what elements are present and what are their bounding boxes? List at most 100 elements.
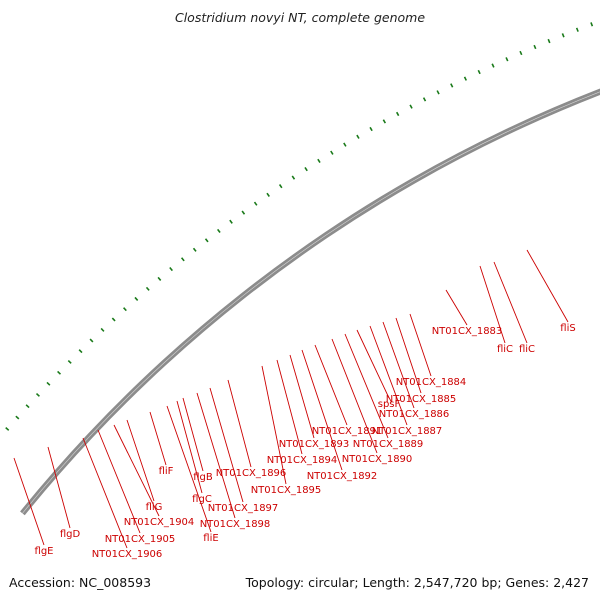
gene-label: NT01CX_1893 [279, 439, 350, 450]
label-leader [344, 333, 389, 439]
label-leader [82, 437, 128, 549]
label-leader [113, 424, 160, 517]
minor-tick [57, 370, 62, 375]
minor-tick [343, 142, 347, 147]
minor-tick [123, 307, 127, 312]
label-leader [314, 344, 348, 426]
minor-tick [519, 50, 523, 56]
backbone-ring [20, 88, 600, 516]
minor-tick [253, 201, 258, 206]
minor-tick [422, 97, 427, 102]
scale-ruler: 1085 kbp1090 kbp1095 kbp1100 kbp1105 kbp… [5, 22, 594, 431]
label-leader [395, 317, 422, 394]
gene-label: fliC [497, 344, 513, 355]
gene-label: spsF [378, 399, 401, 410]
gene-label: NT01CX_1894 [267, 455, 338, 466]
minor-tick [169, 267, 173, 272]
label-leader [493, 261, 528, 344]
label-leader [196, 392, 236, 519]
map-title: Clostridium novyi NT, complete genome [174, 10, 426, 25]
label-leader [227, 379, 252, 468]
minor-tick [145, 286, 150, 291]
label-leader [47, 446, 71, 529]
gene-label: NT01CX_1883 [432, 326, 503, 337]
minor-tick [134, 296, 139, 301]
minor-tick [561, 33, 565, 38]
minor-tick [356, 134, 360, 139]
minor-tick [291, 175, 296, 180]
minor-tick [157, 276, 162, 281]
minor-tick [100, 327, 105, 332]
gene-labels: fliS fliC fliC NT01CX_1883 NT01CX_1884 NT01CX… [13, 249, 576, 560]
minor-tick [382, 119, 387, 124]
label-leader [182, 397, 204, 472]
minor-tick [533, 44, 537, 50]
minor-tick [505, 57, 509, 62]
minor-tick [369, 126, 373, 132]
genome-summary: Topology: circular; Length: 2,547,720 bp… [245, 575, 589, 590]
label-leader [126, 419, 155, 502]
label-leader [331, 338, 378, 454]
gene-label: NT01CX_1904 [124, 517, 195, 528]
label-leader [479, 265, 506, 344]
label-leader [356, 329, 390, 399]
gene-label: NT01CX_1905 [105, 534, 176, 545]
minor-tick [436, 90, 440, 95]
minor-tick [25, 404, 30, 409]
minor-tick [317, 158, 321, 163]
gene-label: NT01CX_1896 [216, 468, 287, 479]
minor-tick [35, 393, 40, 397]
label-leader [149, 411, 167, 466]
gene-label: NT01CX_1897 [208, 503, 279, 514]
minor-tick [395, 111, 400, 117]
minor-tick [5, 427, 10, 431]
minor-tick [46, 381, 51, 386]
label-leader [13, 457, 45, 546]
minor-tick [547, 38, 551, 44]
gene-label: flgD [60, 529, 81, 540]
gene-label: NT01CX_1889 [353, 439, 424, 450]
minor-tick [111, 317, 116, 322]
minor-tick [304, 167, 308, 172]
label-leader [176, 400, 203, 494]
gene-label: NT01CX_1886 [379, 409, 450, 420]
minor-tick [477, 69, 481, 75]
minor-tick [180, 257, 185, 262]
minor-tick [330, 150, 334, 155]
gene-label: fliG [146, 502, 163, 513]
gene-label: fliF [159, 466, 174, 477]
label-leader [526, 249, 569, 323]
gene-label: fliE [203, 533, 218, 544]
gene-label: NT01CX_1898 [200, 519, 271, 530]
minor-tick [590, 22, 594, 27]
gene-label: NT01CX_1895 [251, 485, 322, 496]
label-leader [382, 321, 415, 409]
minor-tick [266, 192, 270, 197]
minor-tick [491, 63, 495, 68]
label-leader [97, 429, 141, 534]
label-leader [369, 325, 408, 426]
gene-label: NT01CX_1891 [312, 426, 383, 437]
label-leader [445, 289, 468, 326]
minor-tick [241, 210, 246, 215]
gene-label: flgB [193, 472, 213, 483]
minor-tick [450, 83, 454, 88]
label-leader [289, 354, 315, 439]
label-leader [409, 313, 432, 377]
minor-tick [575, 27, 579, 32]
minor-tick [89, 338, 94, 343]
label-leader [166, 405, 212, 533]
accession-text: Accession: NC_008593 [9, 575, 152, 590]
minor-tick [67, 359, 72, 364]
gene-label: NT01CX_1890 [342, 454, 413, 465]
label-leader [276, 359, 303, 455]
minor-tick [409, 104, 413, 109]
gene-label: NT01CX_1885 [386, 394, 457, 405]
gene-label: flgE [35, 546, 54, 557]
minor-tick [463, 76, 468, 81]
label-leader [261, 365, 287, 485]
gene-label: NT01CX_1887 [372, 426, 443, 437]
gene-label: fliC [519, 344, 535, 355]
minor-tick [216, 228, 221, 234]
